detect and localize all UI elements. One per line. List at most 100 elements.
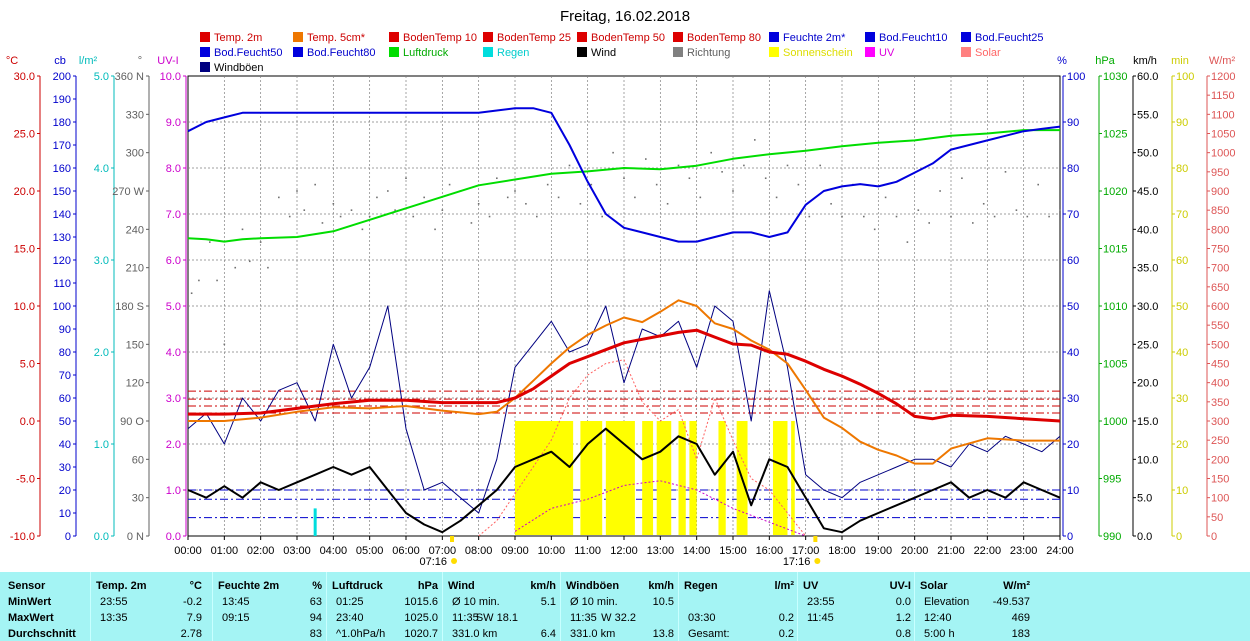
x-tick-label: 11:00 xyxy=(574,545,601,557)
axis-tick-label: 150 xyxy=(53,186,71,198)
stats-unit: km/h xyxy=(530,580,556,592)
axis-tick-label: 30.0 xyxy=(14,71,35,83)
x-tick-label: 18:00 xyxy=(828,545,856,557)
direction-point xyxy=(288,215,291,218)
legend-swatch xyxy=(865,47,875,57)
stats-row-label: Durchschnitt xyxy=(8,628,76,640)
stats-cell: 11:45 xyxy=(807,612,834,624)
axis-tick-label: 60 xyxy=(132,454,144,466)
column-separator xyxy=(442,572,443,641)
legend-label: Bod.Feucht50 xyxy=(214,47,283,59)
direction-point xyxy=(434,228,436,231)
axis-tick-label: 60.0 xyxy=(1137,71,1158,83)
axis-tick-label: 20.0 xyxy=(1137,378,1158,390)
stats-cell: 13.8 xyxy=(652,628,674,640)
direction-point xyxy=(368,215,371,218)
axis-tick-label: 30 xyxy=(132,493,144,505)
direction-point xyxy=(1037,183,1039,186)
stats-cell: 11:35 xyxy=(570,612,597,624)
direction-point xyxy=(234,266,237,269)
stats-cell: 7.9 xyxy=(186,612,202,624)
stats-cell: 0.8 xyxy=(895,628,911,640)
direction-point xyxy=(666,202,669,205)
axis-tick-label: 900 xyxy=(1211,186,1229,198)
direction-point xyxy=(764,177,767,180)
axis-tick-label: 30 xyxy=(59,462,71,474)
stats-unit: hPa xyxy=(417,580,438,592)
stats-cell: 03:30 xyxy=(688,612,716,624)
axis-tick-label: 70 xyxy=(1067,209,1079,221)
stats-cell: 23:55 xyxy=(807,596,835,608)
stats-cell: 331.0 km xyxy=(452,628,498,640)
legend-label: Temp. 2m xyxy=(214,32,262,44)
y-axes: °C 30.0 25.0 20.0 15.0 10.0 5.0 0.0 -5.0 -10.0 cb 2… xyxy=(6,55,1236,543)
axis-tick-label: 170 xyxy=(53,140,71,152)
axis-tick-label: 600 xyxy=(1211,301,1229,313)
direction-point xyxy=(579,202,582,205)
stats-cell: 01:25 xyxy=(336,596,364,608)
direction-point xyxy=(546,183,549,186)
axis-tick-label: 330 xyxy=(126,109,144,121)
x-tick-label: 07:00 xyxy=(429,545,457,557)
axis-tick-label: 70 xyxy=(59,370,71,382)
sunshine-block xyxy=(642,421,654,535)
sunshine-block xyxy=(772,421,788,535)
rain-bar xyxy=(313,508,317,536)
stats-cell: W 32.2 xyxy=(601,612,636,624)
axis-tick-label: 240 xyxy=(126,224,144,236)
direction-point xyxy=(557,196,560,199)
direction-point xyxy=(488,215,491,218)
axis-tick-label: 990 xyxy=(1103,531,1121,543)
axis-tick-label: 100 xyxy=(1211,493,1229,505)
stats-cell: 183 xyxy=(1011,628,1030,640)
stats-row-label: MinWert xyxy=(8,596,52,608)
x-tick-label: 02:00 xyxy=(247,545,275,557)
sunshine-block xyxy=(656,421,672,535)
axis-tick-label: 80 xyxy=(59,347,71,359)
axis-tick-label: 650 xyxy=(1211,282,1229,294)
legend-label: Wind xyxy=(591,47,616,59)
axis-tick-label: 50 xyxy=(1211,512,1223,524)
axis-tick-label: 40 xyxy=(59,439,71,451)
stats-unit: km/h xyxy=(648,580,674,592)
direction-point xyxy=(412,215,415,218)
axis-tick-label: 10 xyxy=(1067,485,1079,497)
direction-point xyxy=(732,190,734,192)
direction-point xyxy=(405,177,407,180)
axis-tick-label: 400 xyxy=(1211,378,1229,390)
axis-tick-label: 120 xyxy=(126,378,144,390)
direction-point xyxy=(477,202,480,205)
legend-swatch xyxy=(961,47,971,57)
axis-tick-label: 200 xyxy=(53,71,71,83)
legend-swatch xyxy=(673,47,683,57)
axis-tick-label: 10.0 xyxy=(1137,454,1158,466)
axis-tick-label: 140 xyxy=(53,209,71,221)
direction-point xyxy=(928,222,930,224)
axis-tick-label: 300 xyxy=(1211,416,1229,428)
axis-tick-label: 35.0 xyxy=(1137,263,1158,275)
legend-swatch xyxy=(200,62,210,72)
direction-point xyxy=(590,183,593,186)
sunshine-block xyxy=(718,421,726,535)
axis-tick-label: 750 xyxy=(1211,244,1229,256)
x-tick-label: 15:00 xyxy=(719,545,747,557)
axis-unit: ° xyxy=(138,55,142,67)
axis-tick-label: 0.0 xyxy=(20,416,35,428)
legend-label: Bod.Feucht10 xyxy=(879,32,948,44)
direction-point xyxy=(688,177,691,180)
axis-tick-label: 20 xyxy=(1176,439,1188,451)
stats-header: Solar xyxy=(920,580,948,592)
axis-tick-label: 0 xyxy=(1176,531,1182,543)
axis-tick-label: 850 xyxy=(1211,205,1229,217)
series-wind-gusts xyxy=(187,290,1061,514)
x-tick-label: 08:00 xyxy=(465,545,493,557)
axis-tick-label: 50.0 xyxy=(1137,148,1158,160)
stats-cell: 23:55 xyxy=(100,596,128,608)
stats-cell: 0.2 xyxy=(778,628,794,640)
stats-header: Temp. 2m xyxy=(96,580,147,592)
direction-point xyxy=(259,241,262,243)
column-separator xyxy=(914,572,915,641)
legend-swatch xyxy=(961,32,971,42)
axis-tick-label: 300 xyxy=(126,148,144,160)
direction-point xyxy=(190,292,193,295)
